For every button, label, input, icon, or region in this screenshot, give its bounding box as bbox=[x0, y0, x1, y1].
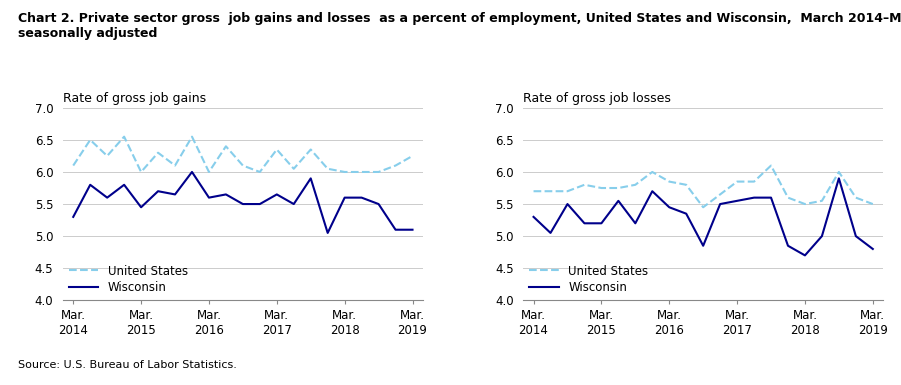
United States bbox=[136, 170, 147, 174]
Wisconsin bbox=[630, 221, 641, 226]
Line: United States: United States bbox=[73, 137, 413, 172]
Wisconsin bbox=[152, 189, 163, 194]
Wisconsin bbox=[390, 228, 401, 232]
United States bbox=[254, 170, 265, 174]
Text: Source: U.S. Bureau of Labor Statistics.: Source: U.S. Bureau of Labor Statistics. bbox=[18, 360, 237, 370]
United States bbox=[766, 163, 777, 168]
Text: Rate of gross job gains: Rate of gross job gains bbox=[63, 92, 206, 105]
United States bbox=[562, 189, 573, 194]
United States bbox=[596, 186, 606, 190]
United States bbox=[85, 137, 96, 142]
United States bbox=[783, 195, 794, 200]
United States bbox=[340, 170, 350, 174]
Text: Chart 2. Private sector gross  job gains and losses  as a percent of employment,: Chart 2. Private sector gross job gains … bbox=[18, 12, 901, 40]
Wisconsin bbox=[681, 211, 692, 216]
Wisconsin bbox=[545, 231, 556, 235]
United States bbox=[579, 182, 590, 187]
United States bbox=[714, 192, 725, 197]
Wisconsin bbox=[766, 195, 777, 200]
United States bbox=[749, 179, 760, 184]
Wisconsin bbox=[187, 170, 197, 174]
Wisconsin bbox=[102, 195, 113, 200]
Wisconsin bbox=[271, 192, 282, 197]
Wisconsin bbox=[373, 202, 384, 206]
Wisconsin bbox=[136, 205, 147, 209]
United States bbox=[221, 144, 232, 149]
Wisconsin bbox=[596, 221, 606, 226]
Wisconsin bbox=[647, 189, 658, 194]
United States bbox=[851, 195, 861, 200]
Wisconsin bbox=[783, 243, 794, 248]
United States bbox=[68, 163, 78, 168]
United States bbox=[323, 166, 333, 171]
United States bbox=[697, 205, 708, 209]
Wisconsin bbox=[85, 182, 96, 187]
Wisconsin bbox=[714, 202, 725, 206]
Wisconsin bbox=[579, 221, 590, 226]
Wisconsin bbox=[664, 205, 675, 209]
Wisconsin bbox=[697, 243, 708, 248]
Wisconsin bbox=[528, 214, 539, 219]
Wisconsin bbox=[816, 234, 827, 238]
Wisconsin bbox=[851, 234, 861, 238]
Legend: United States, Wisconsin: United States, Wisconsin bbox=[69, 265, 188, 295]
Wisconsin bbox=[868, 247, 878, 251]
United States bbox=[204, 170, 214, 174]
United States bbox=[799, 202, 810, 206]
United States bbox=[528, 189, 539, 194]
United States bbox=[169, 163, 180, 168]
Wisconsin bbox=[323, 231, 333, 235]
United States bbox=[732, 179, 742, 184]
Wisconsin bbox=[254, 202, 265, 206]
United States bbox=[664, 179, 675, 184]
Wisconsin bbox=[562, 202, 573, 206]
United States bbox=[545, 189, 556, 194]
Wisconsin bbox=[749, 195, 760, 200]
Wisconsin bbox=[833, 176, 844, 181]
United States bbox=[681, 182, 692, 187]
Legend: United States, Wisconsin: United States, Wisconsin bbox=[529, 265, 649, 295]
United States bbox=[288, 166, 299, 171]
Wisconsin bbox=[221, 192, 232, 197]
United States bbox=[152, 151, 163, 155]
United States bbox=[613, 186, 623, 190]
Wisconsin bbox=[288, 202, 299, 206]
United States bbox=[356, 170, 367, 174]
Wisconsin bbox=[238, 202, 249, 206]
United States bbox=[373, 170, 384, 174]
Line: United States: United States bbox=[533, 166, 873, 207]
United States bbox=[868, 202, 878, 206]
Wisconsin bbox=[305, 176, 316, 181]
Wisconsin bbox=[204, 195, 214, 200]
Wisconsin bbox=[169, 192, 180, 197]
Wisconsin bbox=[356, 195, 367, 200]
United States bbox=[238, 163, 249, 168]
United States bbox=[647, 170, 658, 174]
United States bbox=[187, 134, 197, 139]
United States bbox=[390, 163, 401, 168]
Wisconsin bbox=[613, 199, 623, 203]
Wisconsin bbox=[407, 228, 418, 232]
Wisconsin bbox=[68, 214, 78, 219]
United States bbox=[102, 154, 113, 158]
Wisconsin bbox=[119, 182, 130, 187]
Wisconsin bbox=[732, 199, 742, 203]
Line: Wisconsin: Wisconsin bbox=[533, 178, 873, 255]
Line: Wisconsin: Wisconsin bbox=[73, 172, 413, 233]
Text: Rate of gross job losses: Rate of gross job losses bbox=[523, 92, 671, 105]
Wisconsin bbox=[340, 195, 350, 200]
United States bbox=[407, 154, 418, 158]
United States bbox=[833, 170, 844, 174]
United States bbox=[271, 147, 282, 152]
Wisconsin bbox=[799, 253, 810, 258]
United States bbox=[816, 199, 827, 203]
United States bbox=[630, 182, 641, 187]
United States bbox=[119, 134, 130, 139]
United States bbox=[305, 147, 316, 152]
